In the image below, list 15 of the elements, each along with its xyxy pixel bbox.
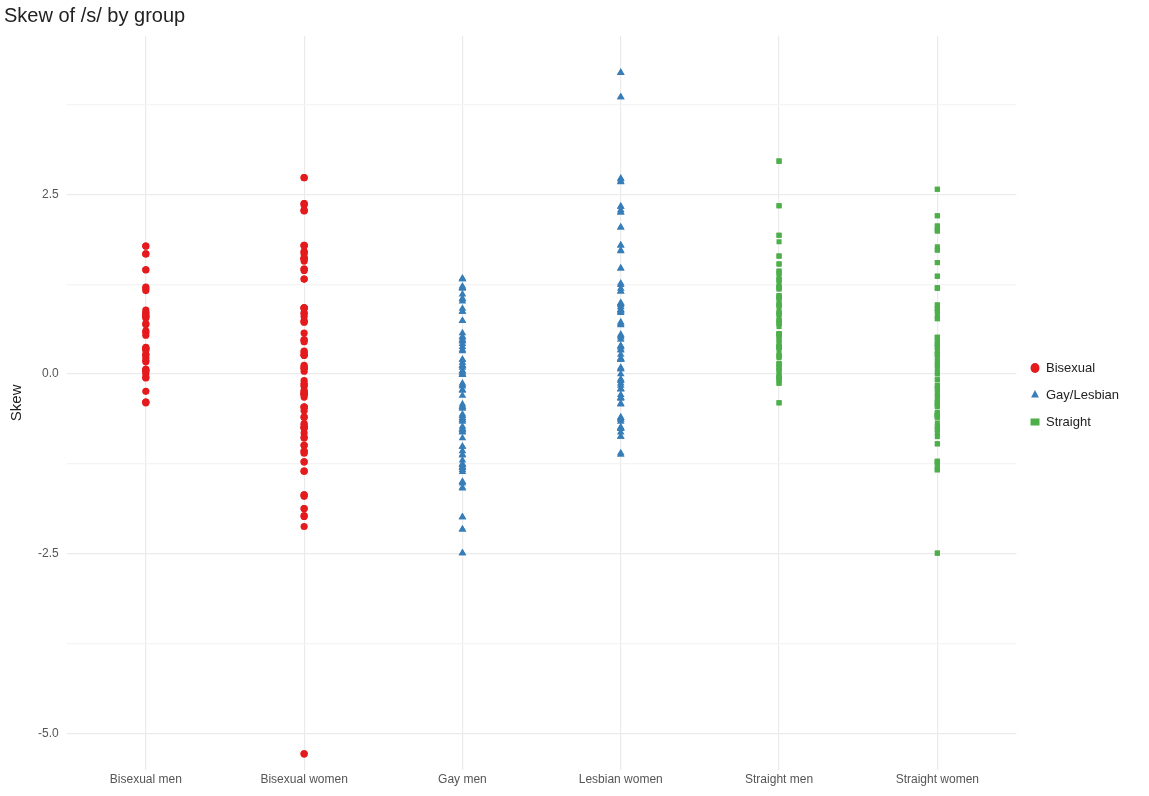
y-tick-label: -5.0 (37, 725, 59, 740)
x-tick-label: Lesbian women (578, 772, 663, 787)
legend-label: Bisexual (1046, 359, 1096, 375)
x-tick-label: Bisexual women (260, 772, 348, 787)
legend-label: Straight (1046, 413, 1092, 429)
chart-title: Skew of /s/ by group (4, 3, 186, 26)
x-tick-label: Straight men (745, 772, 814, 787)
legend-label: Gay/Lesbian (1046, 386, 1120, 402)
y-axis-title: Skew (7, 384, 25, 422)
y-tick-label: 2.5 (41, 186, 59, 201)
y-tick-label: -2.5 (37, 546, 59, 561)
x-tick-label: Straight women (895, 772, 980, 787)
x-tick-label: Gay men (438, 772, 487, 787)
y-tick-label: 0.0 (41, 366, 59, 381)
x-tick-label: Bisexual men (109, 772, 182, 787)
